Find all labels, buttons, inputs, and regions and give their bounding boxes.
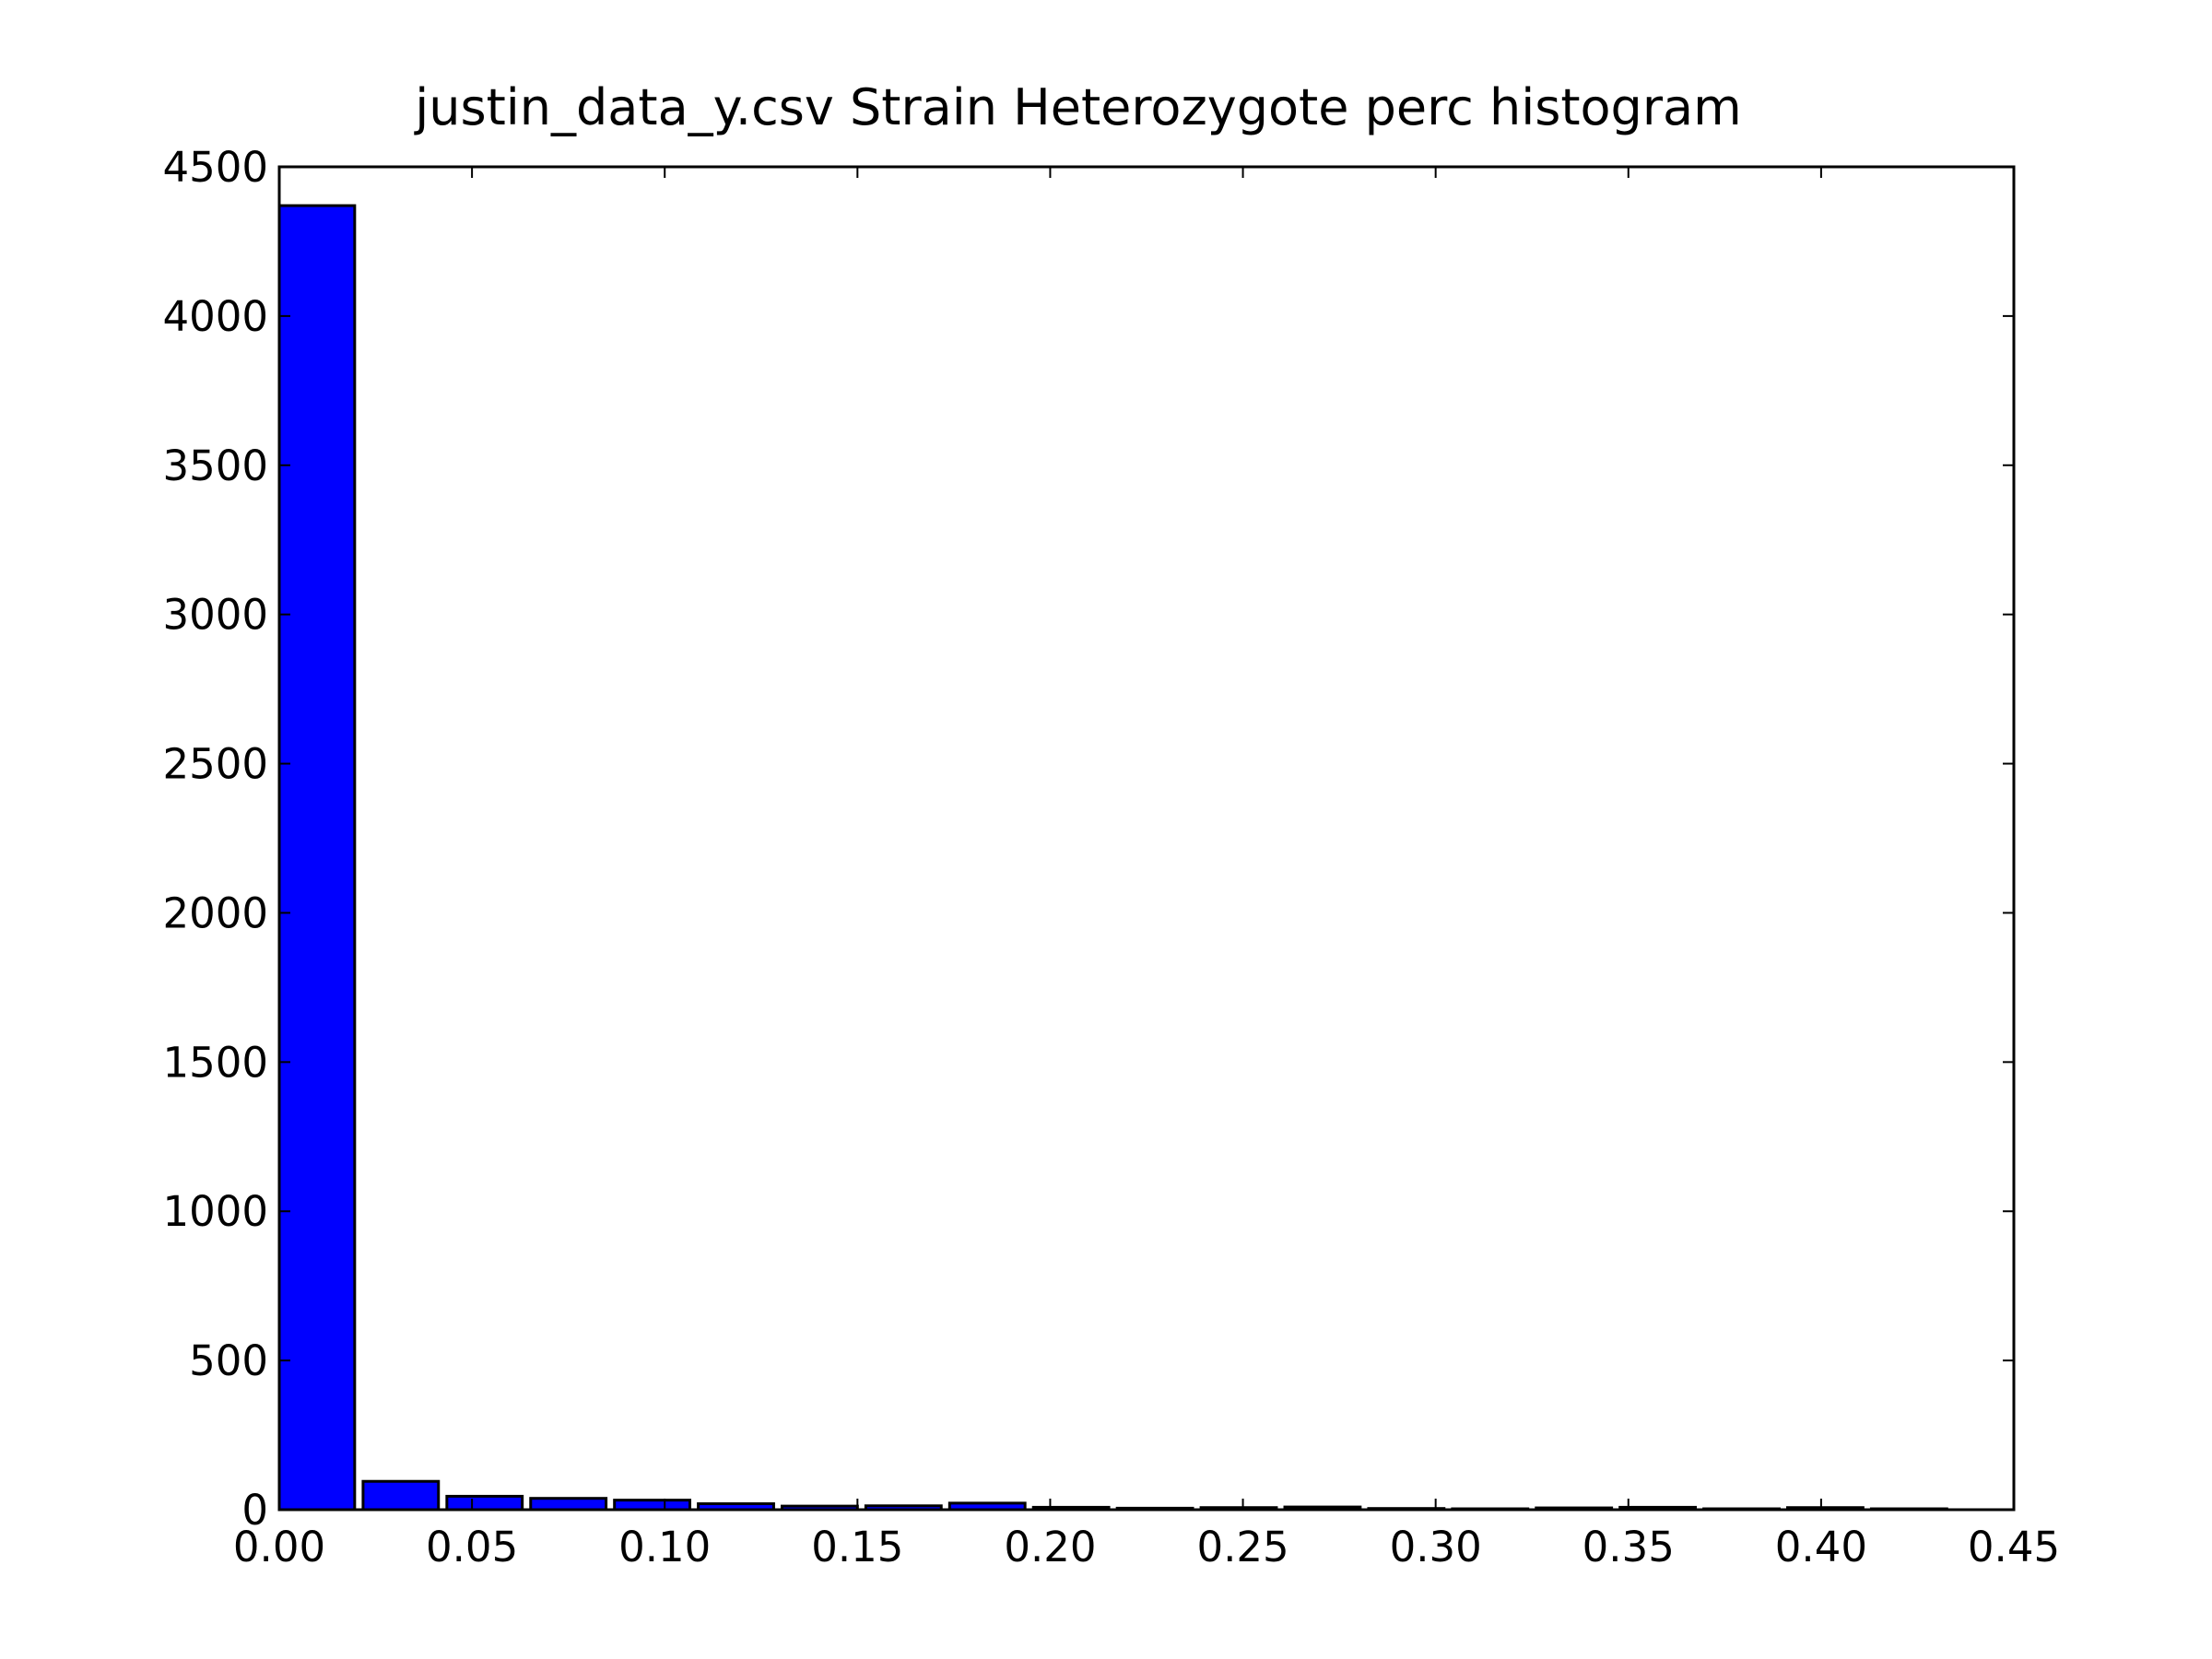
- y-tick-label: 2000: [162, 888, 268, 937]
- y-tick-label: 4500: [162, 143, 268, 192]
- x-tick-label: 0.45: [1968, 1523, 2060, 1571]
- histogram-bar: [445, 1494, 524, 1512]
- y-tick-label: 4000: [162, 292, 268, 341]
- y-tick-label: 1500: [162, 1038, 268, 1087]
- y-tick-label: 1000: [162, 1187, 268, 1236]
- x-tick-label: 0.25: [1196, 1523, 1288, 1571]
- x-tick-label: 0.15: [811, 1523, 903, 1571]
- bars-group: [277, 204, 1948, 1512]
- histogram-bar: [613, 1499, 692, 1512]
- x-tick-label: 0.00: [233, 1523, 325, 1571]
- x-tick-label: 0.30: [1390, 1523, 1482, 1571]
- histogram-bar: [277, 204, 357, 1512]
- x-tick-label: 0.40: [1775, 1523, 1867, 1571]
- x-tick-label: 0.05: [426, 1523, 518, 1571]
- y-tick-label: 2500: [162, 740, 268, 789]
- chart-title: justin_data_y.csv Strain Heterozygote pe…: [414, 78, 1741, 136]
- x-tick-label: 0.35: [1583, 1523, 1675, 1571]
- y-tick-label: 3000: [162, 591, 268, 640]
- x-tick-label: 0.20: [1004, 1523, 1096, 1571]
- y-tick-label: 3500: [162, 441, 268, 490]
- histogram-bar: [361, 1479, 441, 1512]
- y-tick-label: 0: [241, 1486, 268, 1535]
- y-tick-label: 500: [189, 1336, 268, 1385]
- plot-frame: [277, 165, 2016, 1512]
- histogram-bar: [529, 1497, 608, 1512]
- x-tick-label: 0.10: [618, 1523, 711, 1571]
- ticks-group: 0.00 0.05 0.10 0.15 0.20 0.25 0.30 0.35 0.40 0.45…: [162, 143, 2060, 1571]
